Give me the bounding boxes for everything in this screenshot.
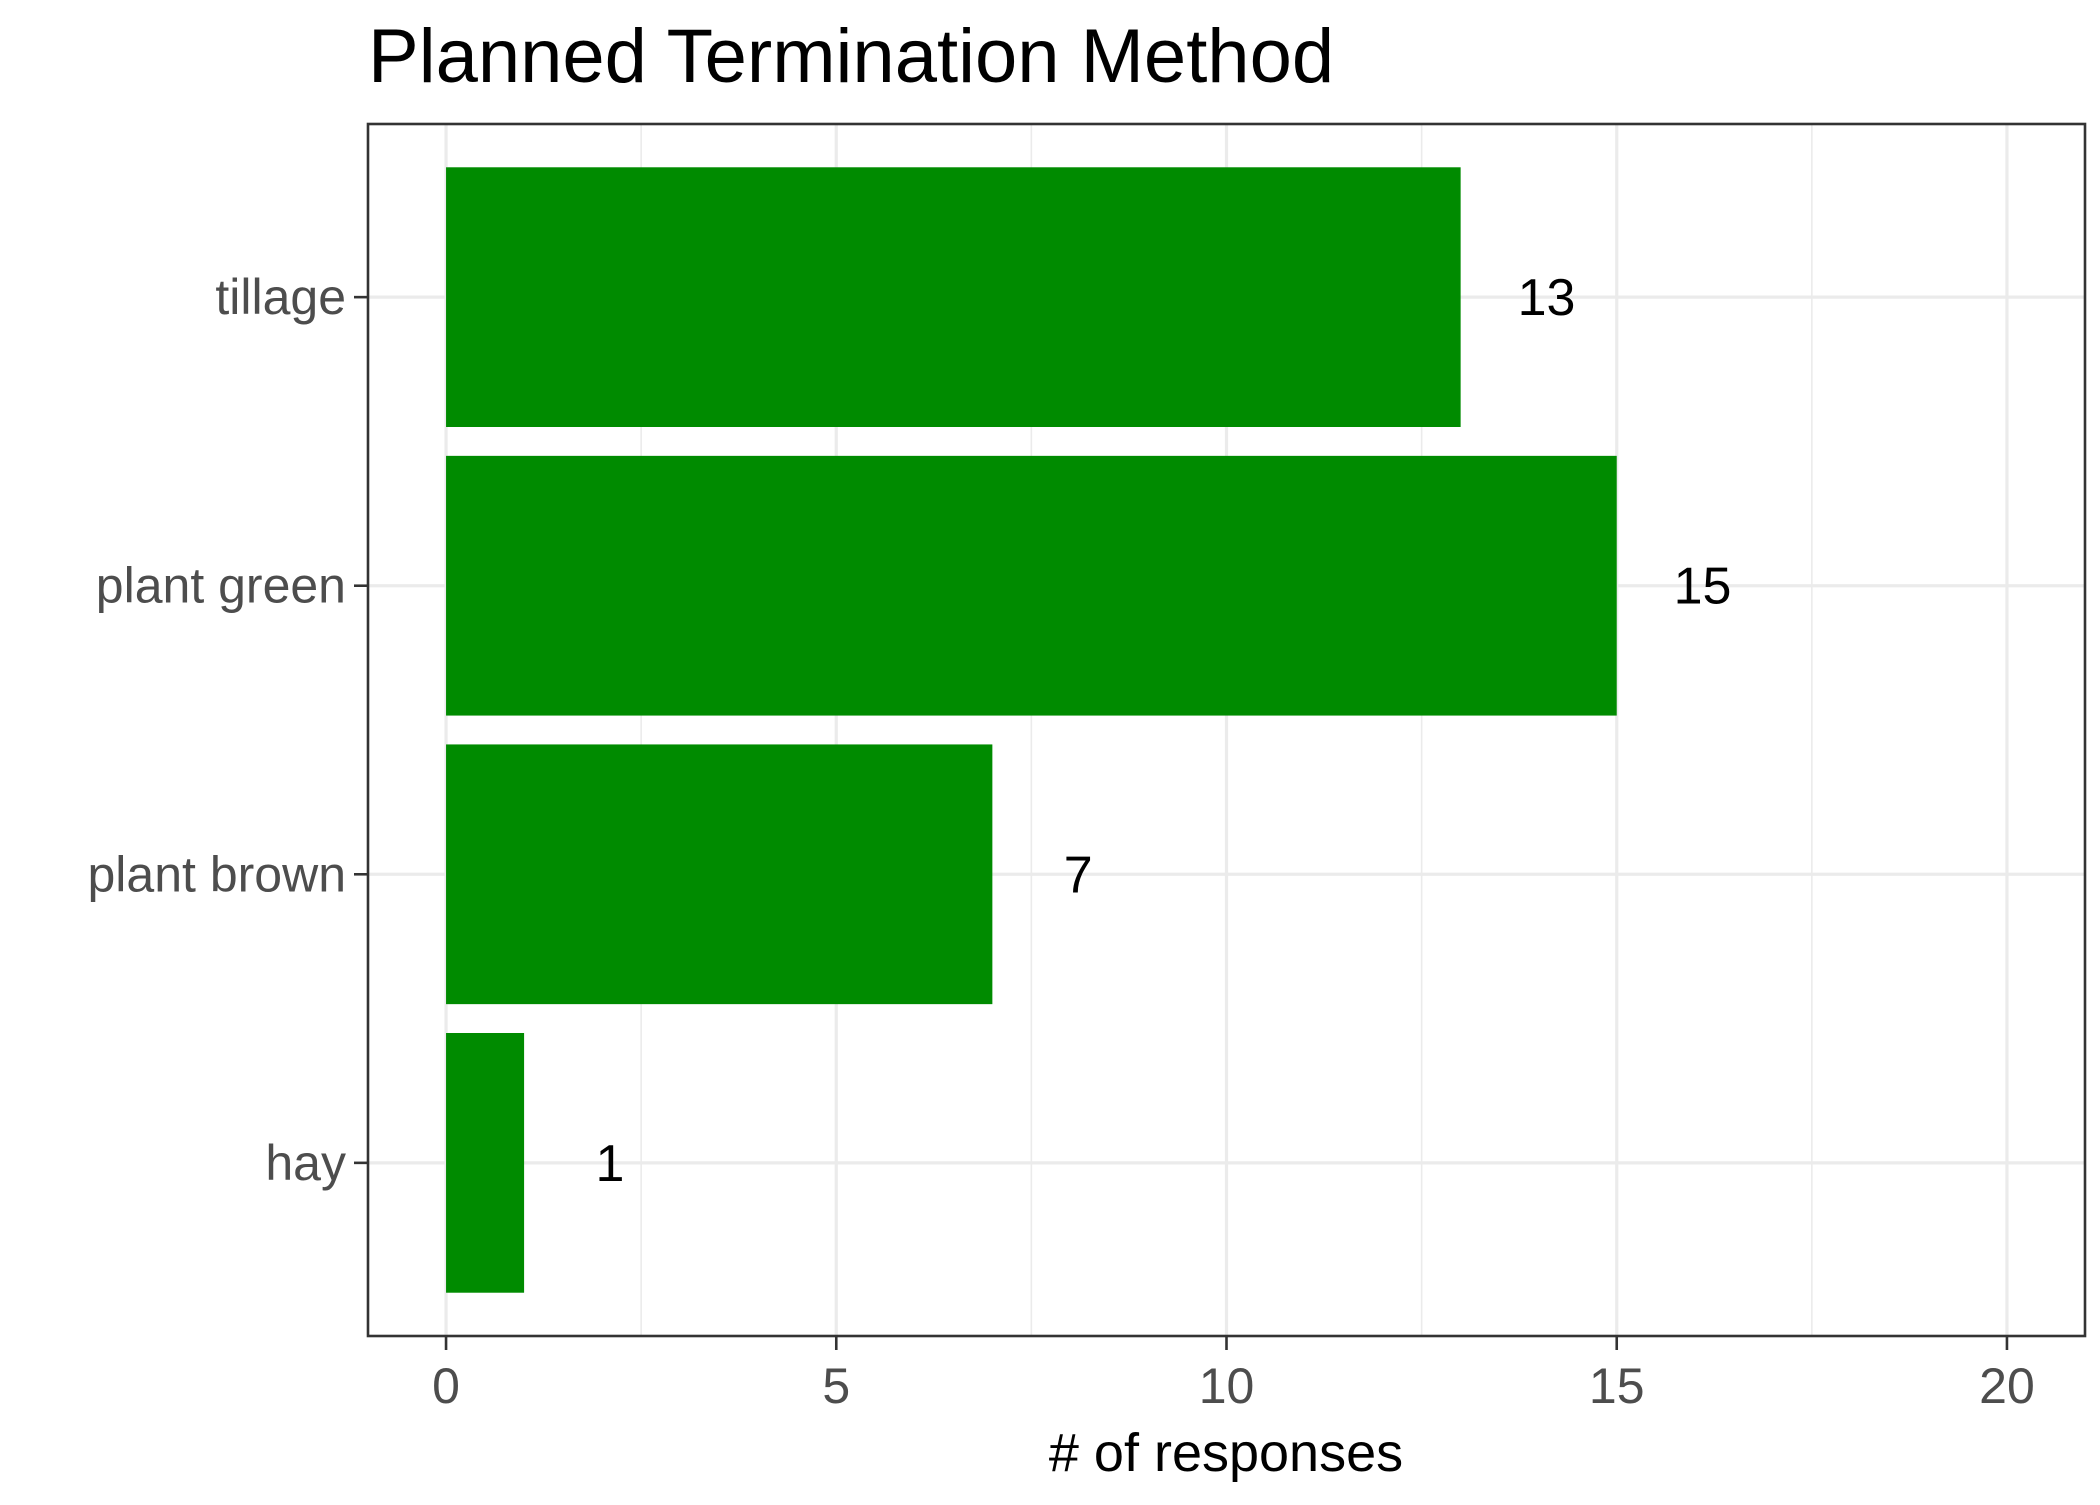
chart-title: Planned Termination Method bbox=[368, 14, 1334, 99]
x-tick-label: 20 bbox=[1979, 1358, 2035, 1414]
data-label: 1 bbox=[595, 1135, 624, 1193]
y-tick-label: hay bbox=[265, 1135, 346, 1191]
x-tick-label: 0 bbox=[432, 1358, 460, 1414]
axes: tillage plant green plant brown hay 0 5 10 15 20 bbox=[88, 269, 2035, 1414]
y-tick-label: plant brown bbox=[88, 846, 347, 902]
data-label: 15 bbox=[1674, 558, 1732, 616]
data-label: 7 bbox=[1064, 846, 1093, 904]
bar-tillage bbox=[446, 167, 1461, 428]
y-tick-label: tillage bbox=[215, 269, 346, 325]
data-label: 13 bbox=[1518, 269, 1576, 327]
x-tick-label: 15 bbox=[1589, 1358, 1645, 1414]
bar-plant-green bbox=[446, 455, 1617, 716]
x-axis-title: # of responses bbox=[1049, 1423, 1403, 1483]
x-tick-label: 5 bbox=[822, 1358, 850, 1414]
bar-plant-brown bbox=[446, 744, 993, 1005]
bars bbox=[446, 167, 1617, 1293]
bar-hay bbox=[446, 1033, 525, 1293]
x-tick-label: 10 bbox=[1199, 1358, 1255, 1414]
data-labels: 13 15 7 1 bbox=[595, 269, 1731, 1193]
y-tick-label: plant green bbox=[96, 558, 346, 614]
